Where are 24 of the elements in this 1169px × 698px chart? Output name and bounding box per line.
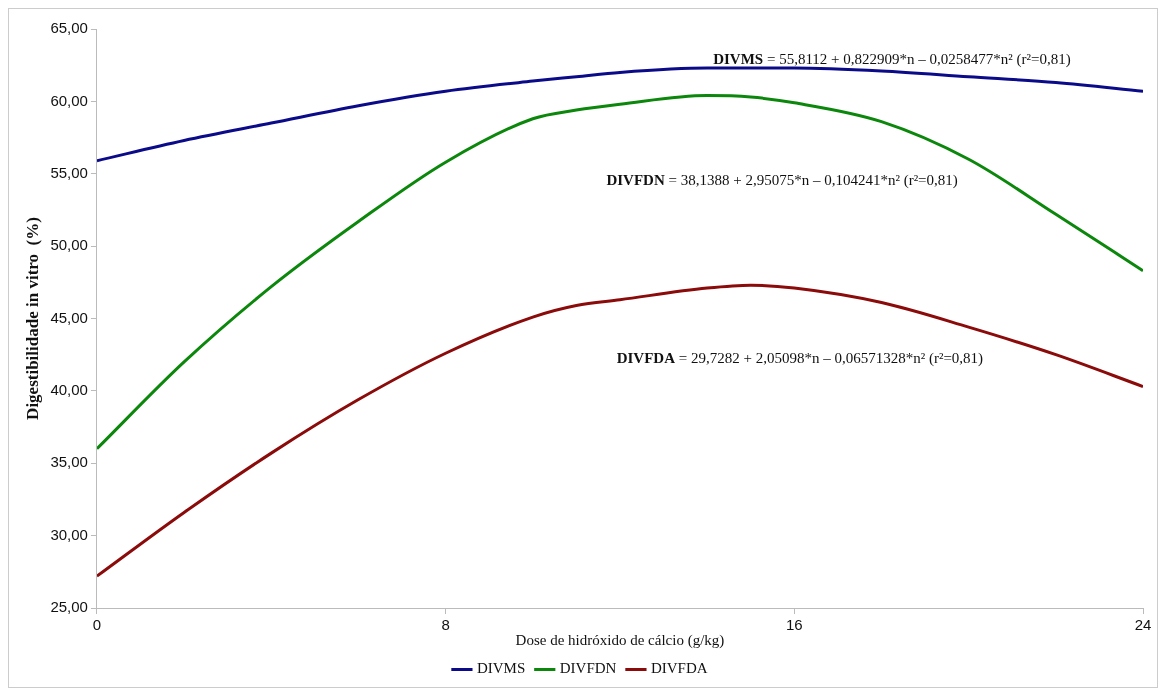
x-tick-label: 24 [1134, 616, 1152, 634]
y-axis-title: Digestibilidade in vitro (%) [22, 217, 42, 420]
y-tick-label: 60,00 [50, 91, 88, 109]
y-tick-label: 35,00 [50, 453, 88, 471]
x-tick-label: 8 [441, 616, 450, 634]
annotation: DIVMS = 55,8112 + 0,822909*n – 0,0258477*n² (r²=0,81) [713, 50, 1071, 68]
y-tick-label: 40,00 [50, 381, 88, 399]
x-axis-title: Dose de hidróxido de cálcio (g/kg) [515, 631, 725, 649]
y-tick-label: 30,00 [50, 525, 88, 543]
y-tick-label: 50,00 [50, 236, 88, 254]
y-tick-label: 55,00 [50, 163, 88, 181]
y-tick-label: 25,00 [50, 598, 88, 616]
line-series [96, 94, 1143, 451]
legend-label: DIVFDA [650, 660, 708, 677]
annotation: DIVFDN = 38,1388 + 2,95075*n – 0,104241*n² (r²=0,81) [606, 172, 958, 190]
annotation: DIVFDA = 29,7282 + 2,05098*n – 0,06571328*n² (r²=0,81) [616, 350, 984, 368]
y-tick-label: 45,00 [50, 308, 88, 326]
line-series [96, 66, 1143, 163]
line-series [96, 283, 1143, 578]
x-tick-label: 16 [785, 616, 803, 634]
y-tick-label: 65,00 [50, 19, 88, 37]
legend-label: DIVFDN [559, 660, 617, 677]
legend-label: DIVMS [476, 660, 526, 677]
x-tick-label: 0 [92, 616, 102, 634]
